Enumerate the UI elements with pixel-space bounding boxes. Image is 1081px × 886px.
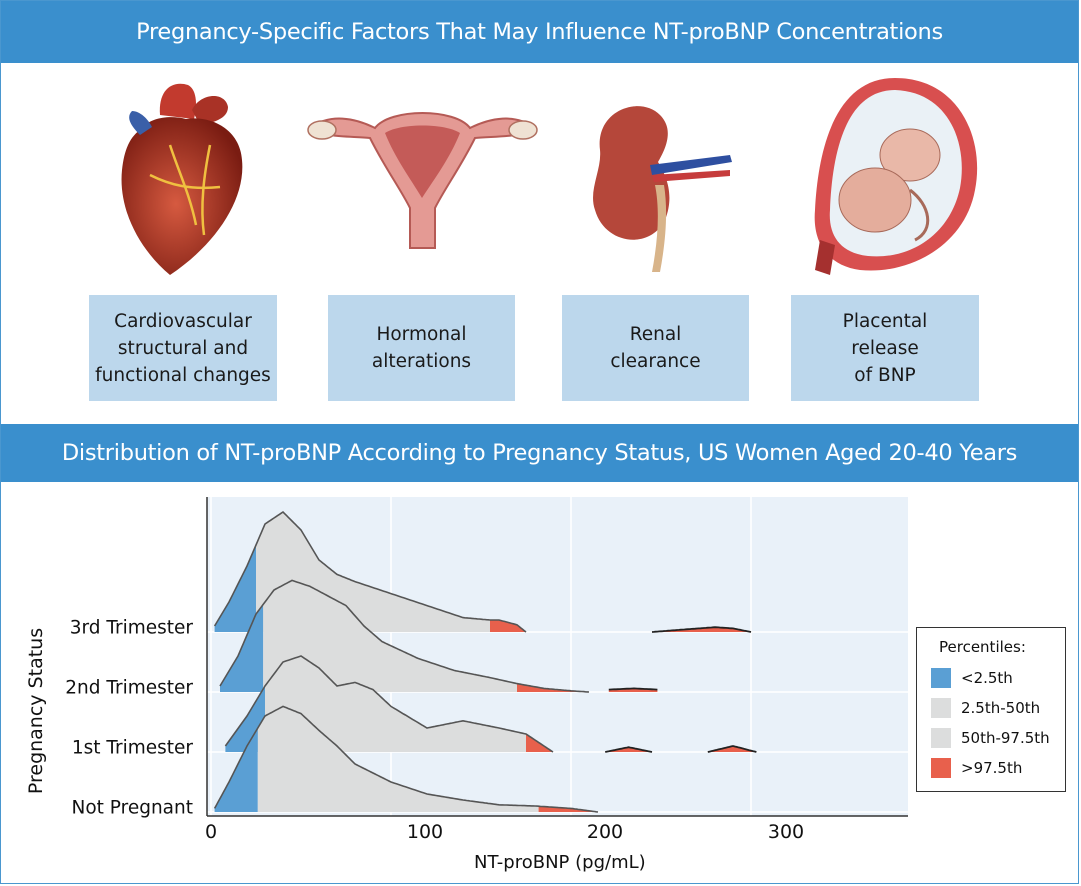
x-tick-300: 300 [767, 821, 805, 843]
2nd-trimester-mid-region [263, 580, 517, 692]
legend-swatch-low [931, 668, 951, 688]
not-pregnant-density-line [213, 705, 599, 813]
2nd-trimester-density-line [219, 579, 590, 693]
category-label-not-pregnant: Not Pregnant [71, 797, 194, 819]
legend-title: Percentiles: [939, 638, 1026, 656]
x-tick-200: 200 [586, 821, 624, 843]
header-banner: Pregnancy-Specific Factors That May Infl… [1, 1, 1078, 63]
factor-box-renal: Renal clearance [562, 295, 749, 401]
legend-swatch-high [931, 758, 951, 778]
legend-label-low: <2.5th [961, 669, 1013, 687]
legend-swatch-mid-low [931, 698, 951, 718]
legend-item-2-5-50: 2.5th-50th [931, 697, 1040, 719]
1st-trimester-outlier-line-0 [605, 746, 653, 753]
legend-label-mid-low: 2.5th-50th [961, 699, 1041, 717]
1st-trimester-outlier-region-1 [707, 746, 757, 752]
legend-item-50-97-5: 50th-97.5th [931, 727, 1050, 749]
x-tick-0: 0 [204, 821, 218, 843]
1st-trimester-density-line [224, 655, 554, 753]
category-label-3rd-trimester: 3rd Trimester [69, 617, 193, 639]
heart-illustration [121, 83, 243, 275]
chart-legend: Percentiles: <2.5th 2.5th-50th 50th-97.5… [916, 627, 1066, 792]
2nd-trimester-high-region [517, 683, 589, 692]
2nd-trimester-outlier-line-0 [608, 687, 658, 691]
not-pregnant-low-region [214, 728, 258, 812]
3rd-trimester-density-line [213, 510, 527, 633]
legend-item-above-97-5: >97.5th [931, 757, 1022, 779]
section2-banner: Distribution of NT-proBNP According to P… [1, 424, 1078, 482]
3rd-trimester-outlier-line-0 [651, 626, 752, 633]
legend-label-high: >97.5th [961, 759, 1023, 777]
factor-box-cardiovascular: Cardiovascular structural and functional… [89, 295, 277, 401]
1st-trimester-outlier-region-0 [605, 747, 652, 752]
factor-box-hormonal: Hormonal alterations [328, 295, 515, 401]
y-axis-label: Pregnancy Status [25, 627, 47, 795]
category-label-1st-trimester: 1st Trimester [71, 737, 193, 759]
category-label-2nd-trimester: 2nd Trimester [65, 677, 193, 699]
factor-box-placental: Placental release of BNP [791, 295, 979, 401]
not-pregnant-mid-region [257, 706, 539, 812]
x-axis-label: NT-proBNP (pg/mL) [474, 852, 646, 873]
legend-label-mid-high: 50th-97.5th [961, 729, 1050, 747]
legend-swatch-mid-high [931, 728, 951, 748]
kidney-illustration [593, 106, 732, 272]
1st-trimester-outlier-line-1 [707, 745, 757, 753]
legend-item-below-2-5: <2.5th [931, 667, 1013, 689]
uterus-illustration [307, 112, 538, 249]
3rd-trimester-high-region [490, 620, 526, 632]
x-tick-100: 100 [406, 821, 444, 843]
fetus-placenta-illustration [814, 78, 978, 275]
